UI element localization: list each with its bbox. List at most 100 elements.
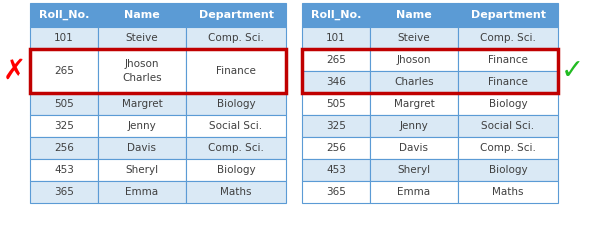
Text: Maths: Maths: [220, 187, 252, 197]
FancyBboxPatch shape: [302, 181, 370, 203]
FancyBboxPatch shape: [186, 93, 286, 115]
FancyBboxPatch shape: [302, 71, 370, 93]
Text: Roll_No.: Roll_No.: [39, 10, 89, 20]
Text: Jenny: Jenny: [128, 121, 157, 131]
Text: 101: 101: [326, 33, 346, 43]
FancyBboxPatch shape: [458, 115, 558, 137]
Text: Jhoson: Jhoson: [397, 55, 431, 65]
Text: Margret: Margret: [122, 99, 163, 109]
FancyBboxPatch shape: [30, 49, 98, 93]
Text: 256: 256: [326, 143, 346, 153]
FancyBboxPatch shape: [458, 3, 558, 27]
Text: Department: Department: [470, 10, 545, 20]
Text: Charles: Charles: [394, 77, 434, 87]
Text: Jhoson
Charles: Jhoson Charles: [122, 59, 162, 83]
FancyBboxPatch shape: [186, 115, 286, 137]
FancyBboxPatch shape: [186, 27, 286, 49]
Text: Finance: Finance: [488, 55, 528, 65]
FancyBboxPatch shape: [186, 49, 286, 93]
Text: Finance: Finance: [216, 66, 256, 76]
FancyBboxPatch shape: [458, 71, 558, 93]
Text: 265: 265: [326, 55, 346, 65]
FancyBboxPatch shape: [458, 27, 558, 49]
Text: Comp. Sci.: Comp. Sci.: [208, 143, 264, 153]
Text: Jenny: Jenny: [400, 121, 428, 131]
Text: Biology: Biology: [488, 165, 527, 175]
FancyBboxPatch shape: [186, 181, 286, 203]
FancyBboxPatch shape: [30, 93, 98, 115]
Text: Social Sci.: Social Sci.: [481, 121, 535, 131]
Text: Social Sci.: Social Sci.: [209, 121, 263, 131]
FancyBboxPatch shape: [370, 49, 458, 71]
Text: Davis: Davis: [400, 143, 428, 153]
FancyBboxPatch shape: [458, 159, 558, 181]
FancyBboxPatch shape: [98, 93, 186, 115]
Text: Comp. Sci.: Comp. Sci.: [208, 33, 264, 43]
Text: Sheryl: Sheryl: [397, 165, 431, 175]
Text: Steive: Steive: [125, 33, 158, 43]
FancyBboxPatch shape: [458, 181, 558, 203]
Text: 325: 325: [326, 121, 346, 131]
Text: Finance: Finance: [488, 77, 528, 87]
FancyBboxPatch shape: [98, 49, 186, 93]
FancyBboxPatch shape: [98, 181, 186, 203]
FancyBboxPatch shape: [186, 137, 286, 159]
FancyBboxPatch shape: [458, 93, 558, 115]
FancyBboxPatch shape: [370, 115, 458, 137]
Text: 453: 453: [54, 165, 74, 175]
FancyBboxPatch shape: [302, 3, 370, 27]
FancyBboxPatch shape: [186, 159, 286, 181]
Text: 505: 505: [326, 99, 346, 109]
Text: Biology: Biology: [488, 99, 527, 109]
Text: Maths: Maths: [492, 187, 524, 197]
Text: Margret: Margret: [394, 99, 434, 109]
FancyBboxPatch shape: [30, 27, 98, 49]
Text: Sheryl: Sheryl: [125, 165, 158, 175]
Text: Comp. Sci.: Comp. Sci.: [480, 143, 536, 153]
FancyBboxPatch shape: [458, 137, 558, 159]
FancyBboxPatch shape: [370, 71, 458, 93]
FancyBboxPatch shape: [370, 27, 458, 49]
FancyBboxPatch shape: [98, 115, 186, 137]
FancyBboxPatch shape: [30, 137, 98, 159]
FancyBboxPatch shape: [370, 181, 458, 203]
Text: Roll_No.: Roll_No.: [311, 10, 361, 20]
Text: 365: 365: [54, 187, 74, 197]
Text: Davis: Davis: [128, 143, 157, 153]
Text: Name: Name: [396, 10, 432, 20]
Text: Steive: Steive: [398, 33, 430, 43]
Text: Emma: Emma: [397, 187, 431, 197]
Text: Name: Name: [124, 10, 160, 20]
Text: Comp. Sci.: Comp. Sci.: [480, 33, 536, 43]
Text: 365: 365: [326, 187, 346, 197]
FancyBboxPatch shape: [30, 115, 98, 137]
Text: 346: 346: [326, 77, 346, 87]
Text: Department: Department: [199, 10, 274, 20]
Text: ✓: ✓: [560, 57, 584, 85]
FancyBboxPatch shape: [302, 27, 370, 49]
Text: 505: 505: [54, 99, 74, 109]
FancyBboxPatch shape: [370, 3, 458, 27]
FancyBboxPatch shape: [186, 3, 286, 27]
Text: 256: 256: [54, 143, 74, 153]
FancyBboxPatch shape: [302, 137, 370, 159]
Text: ✗: ✗: [2, 57, 26, 85]
Text: Emma: Emma: [125, 187, 158, 197]
FancyBboxPatch shape: [370, 93, 458, 115]
FancyBboxPatch shape: [302, 159, 370, 181]
FancyBboxPatch shape: [370, 159, 458, 181]
FancyBboxPatch shape: [30, 181, 98, 203]
FancyBboxPatch shape: [302, 93, 370, 115]
FancyBboxPatch shape: [302, 115, 370, 137]
FancyBboxPatch shape: [30, 159, 98, 181]
Text: 453: 453: [326, 165, 346, 175]
Text: 265: 265: [54, 66, 74, 76]
FancyBboxPatch shape: [370, 137, 458, 159]
FancyBboxPatch shape: [98, 3, 186, 27]
FancyBboxPatch shape: [98, 27, 186, 49]
Text: Biology: Biology: [217, 99, 256, 109]
FancyBboxPatch shape: [98, 159, 186, 181]
Text: Biology: Biology: [217, 165, 256, 175]
Text: 101: 101: [54, 33, 74, 43]
FancyBboxPatch shape: [302, 49, 370, 71]
